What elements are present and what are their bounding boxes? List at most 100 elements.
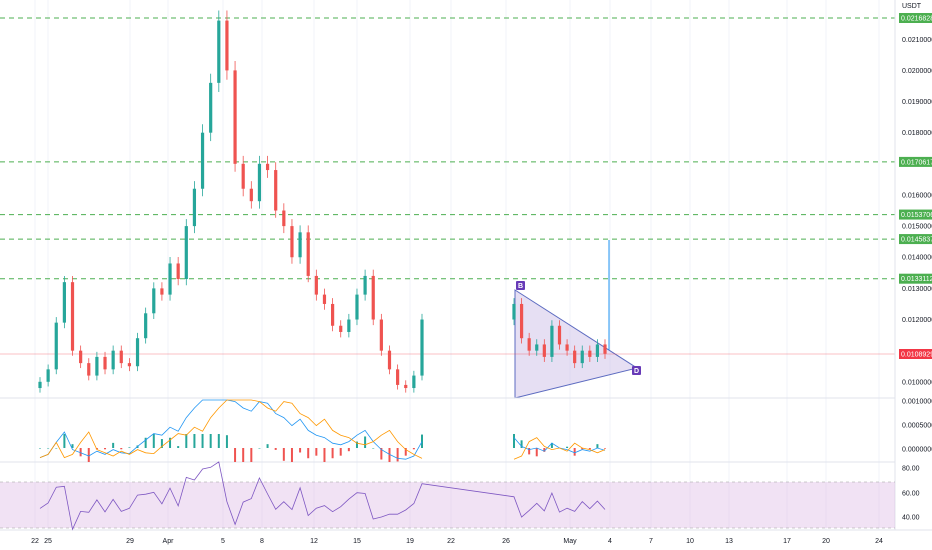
macd-histogram-bar: [71, 444, 74, 448]
macd-histogram-bar: [201, 434, 204, 448]
price-tick-label: 0.0130000: [902, 286, 932, 293]
time-axis[interactable]: 22 25 29 Apr 5 8 12 15 19 22 26 May 4 7 10 13 17 20 24: [31, 538, 883, 545]
macd-histogram-bar: [388, 448, 391, 462]
pattern-point-d-label: D: [634, 368, 639, 375]
price-tick-label: 0.0210000: [902, 37, 932, 44]
macd-histogram-bar: [380, 448, 383, 460]
price-level-badge-label: 0.0170617: [901, 159, 932, 166]
candle-body: [144, 313, 148, 339]
candlestick-series: [38, 10, 607, 393]
macd-histogram-bar: [323, 448, 326, 462]
candle-body: [550, 325, 554, 357]
candle-body: [573, 350, 577, 364]
signal-line-segment-1: [39, 399, 423, 459]
candle-body: [274, 170, 278, 211]
macd-histogram-bar: [364, 436, 367, 448]
date-tick-label: 22: [31, 538, 39, 545]
macd-histogram-bar: [513, 434, 515, 448]
candle-body: [95, 356, 99, 376]
macd-tick-label: 0.0005000: [902, 423, 932, 430]
candle-body: [339, 325, 343, 332]
macd-histogram-bar: [274, 448, 277, 450]
macd-histogram-bar: [169, 437, 172, 448]
macd-histogram-bar: [372, 448, 375, 449]
macd-histogram-bar: [355, 441, 358, 448]
macd-histogram-bar: [528, 448, 531, 455]
candle-body: [412, 375, 416, 389]
macd-histogram-bar: [290, 448, 293, 462]
candle-body: [209, 82, 213, 133]
date-tick-label: 29: [126, 538, 134, 545]
macd-histogram-bar: [128, 447, 131, 448]
candle-body: [282, 210, 286, 227]
macd-histogram-bar: [566, 446, 569, 448]
date-tick-label: 12: [310, 538, 318, 545]
pattern-point-d-marker[interactable]: [632, 366, 641, 375]
candle-body: [225, 20, 229, 71]
candle-body: [306, 232, 310, 276]
candle-body: [420, 319, 424, 376]
candle-body: [322, 294, 327, 304]
date-tick-label: 8: [260, 538, 264, 545]
candle-body: [249, 188, 253, 202]
candle-body: [557, 325, 562, 345]
macd-histogram-bar: [39, 448, 41, 449]
candle-body: [347, 319, 351, 332]
date-tick-label: 25: [44, 538, 52, 545]
macd-histogram-bar: [543, 448, 546, 452]
macd-histogram-bar: [95, 448, 98, 450]
price-level-badge-label: 0.0133112: [901, 276, 932, 283]
price-level-badge-label: 0.0145837: [901, 237, 932, 244]
candle-body: [70, 282, 75, 351]
price-level-badge: [899, 234, 932, 245]
candle-body: [257, 163, 262, 202]
macd-histogram-bar: [144, 437, 147, 448]
pattern-point-b-marker[interactable]: [516, 281, 525, 290]
candle-body: [200, 132, 205, 189]
macd-histogram-bar: [120, 448, 123, 450]
candle-body: [603, 344, 607, 354]
date-tick-label: May: [563, 538, 577, 545]
candle-body: [519, 303, 524, 339]
candle-body: [404, 384, 408, 389]
macd-histogram-bar: [331, 448, 334, 459]
macd-axis[interactable]: 0.0010000 0.0005000 0.0000000: [902, 399, 932, 454]
macd-histogram-bar: [160, 439, 163, 448]
candle-body: [38, 381, 42, 389]
candle-body: [588, 350, 592, 357]
price-axis[interactable]: 0.0210000 0.0200000 0.0190000 0.0180000 0.01…: [899, 13, 932, 386]
date-tick-label: 7: [649, 538, 653, 545]
current-price-badge-label: 0.0108929: [901, 352, 932, 359]
macd-histogram-bar: [112, 442, 115, 448]
price-tick-label: 0.0100000: [902, 379, 932, 386]
candle-body: [535, 344, 539, 351]
macd-line-segment-1: [39, 399, 423, 460]
macd-histogram-bar: [596, 444, 599, 448]
macd-histogram-bar: [234, 448, 237, 462]
candle-body: [111, 350, 115, 370]
macd-histogram-bar: [185, 434, 188, 448]
macd-histogram-bar: [339, 448, 342, 456]
grid-lines: [34, 0, 880, 530]
rsi-axis[interactable]: 80.00 60.00 40.00: [902, 466, 920, 522]
macd-histogram-bar: [104, 448, 107, 450]
macd-histogram-bar: [177, 446, 180, 448]
date-tick-label: 15: [353, 538, 361, 545]
macd-histogram-bar: [299, 448, 302, 453]
macd-histogram-bar: [193, 434, 196, 448]
candle-body: [87, 363, 91, 376]
macd-histogram-bar: [550, 442, 553, 448]
macd-histogram-bar: [396, 448, 399, 462]
current-price-badge: [899, 349, 932, 359]
macd-tick-label: 0.0010000: [902, 399, 932, 406]
date-tick-label: 20: [822, 538, 830, 545]
candle-body: [54, 322, 58, 370]
macd-histogram-bar: [242, 448, 245, 462]
price-tick-label: 0.0160000: [902, 192, 932, 199]
candle-body: [396, 369, 400, 385]
macd-histogram-bar: [250, 448, 253, 462]
candle-body: [595, 344, 600, 357]
candle-body: [135, 338, 140, 367]
